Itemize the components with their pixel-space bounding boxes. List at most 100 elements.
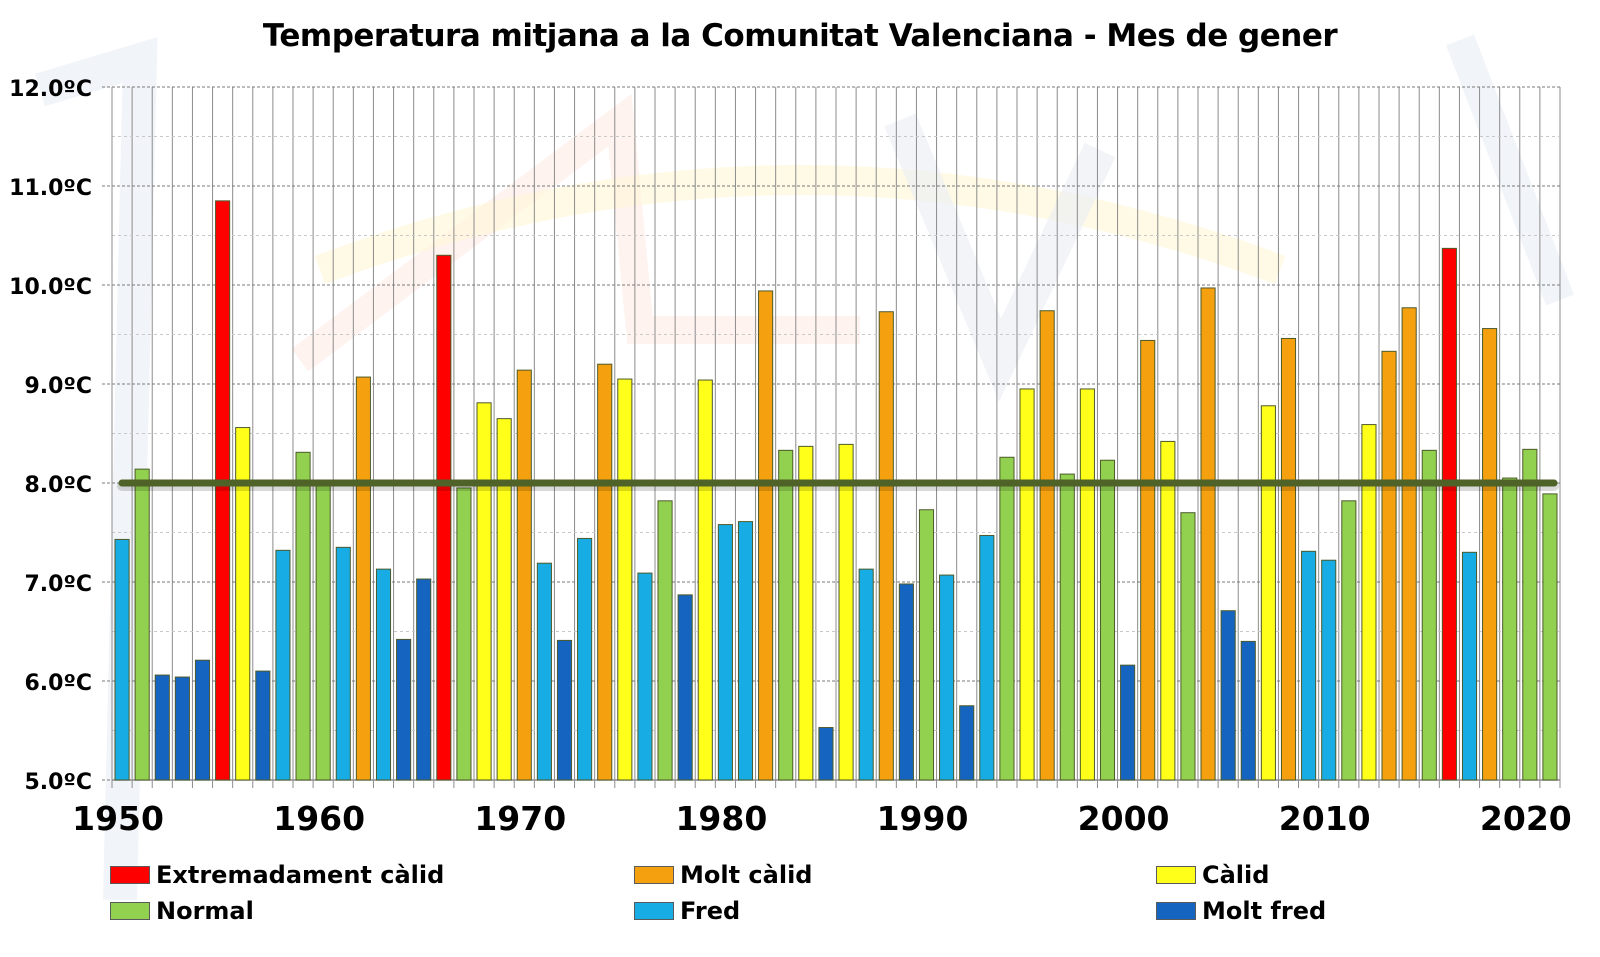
bar-1995 xyxy=(1019,388,1035,781)
reference-line-group xyxy=(117,479,1559,491)
bar-2009 xyxy=(1301,550,1317,781)
bar-1970 xyxy=(516,369,532,781)
bar-2001 xyxy=(1140,339,1156,781)
bar-2016 xyxy=(1441,247,1457,781)
legend-swatch-light-blue xyxy=(634,902,674,920)
bar-1981 xyxy=(737,521,754,781)
bar-2014 xyxy=(1401,307,1417,781)
legend-swatch-green xyxy=(110,902,150,920)
bar-1973 xyxy=(577,537,593,781)
bar-1952 xyxy=(154,674,170,781)
bar-1986 xyxy=(838,443,854,781)
bar-1963 xyxy=(375,568,392,781)
y-axis: 5.0ºC 6.0ºC 7.0ºC 8.0ºC 9.0ºC 10.0ºC 11.0ºC 12.… xyxy=(9,77,92,795)
bar-2017 xyxy=(1461,551,1478,781)
bar-1956 xyxy=(235,427,251,781)
x-tick-label: 2020 xyxy=(1480,799,1572,838)
bar-2019 xyxy=(1502,477,1518,781)
legend-item-normal: Normal xyxy=(110,896,254,926)
bar-2018 xyxy=(1482,328,1498,781)
legend-label: Molt càlid xyxy=(680,861,813,889)
bar-1969 xyxy=(496,418,512,781)
x-tick-label: 2000 xyxy=(1078,799,1170,838)
bar-1954 xyxy=(194,659,211,781)
bar-1992 xyxy=(959,705,975,781)
bar-1988 xyxy=(878,311,894,781)
bar-2010 xyxy=(1321,559,1337,781)
bar-1979 xyxy=(697,379,713,781)
bar-1950 xyxy=(114,538,130,781)
bar-1965 xyxy=(416,578,432,781)
legend-item-molt-fred: Molt fred xyxy=(1156,896,1326,926)
bar-1971 xyxy=(536,562,552,781)
y-tick-label: 11.0ºC xyxy=(9,176,92,201)
bar-2004 xyxy=(1200,287,1216,781)
bar-1957 xyxy=(255,670,271,781)
bar-2000 xyxy=(1120,664,1136,781)
bar-2008 xyxy=(1280,337,1297,781)
legend-label: Extremadament càlid xyxy=(156,861,445,889)
bar-1959 xyxy=(295,451,311,781)
legend-swatch-red xyxy=(110,866,150,884)
y-tick-label: 8.0ºC xyxy=(24,473,92,498)
legend-label: Fred xyxy=(680,897,741,925)
bar-2005 xyxy=(1220,610,1236,781)
y-tick-label: 7.0ºC xyxy=(24,572,92,597)
bar-1978 xyxy=(677,594,693,781)
legend-item-molt-calid: Molt càlid xyxy=(634,860,812,890)
bar-1987 xyxy=(858,568,874,781)
bar-1977 xyxy=(657,500,673,781)
bar-1968 xyxy=(476,402,492,781)
legend-swatch-orange xyxy=(634,866,674,884)
bar-1960 xyxy=(315,480,331,781)
x-tick-label: 2010 xyxy=(1279,799,1371,838)
bar-1980 xyxy=(717,524,733,781)
bar-2002 xyxy=(1160,440,1176,781)
bar-2012 xyxy=(1361,424,1377,781)
bar-1996 xyxy=(1039,310,1055,781)
y-tick-label: 9.0ºC xyxy=(24,374,92,399)
x-tick-label: 1970 xyxy=(474,799,566,838)
legend-label: Càlid xyxy=(1202,861,1270,889)
bar-1976 xyxy=(637,572,653,781)
bar-1985 xyxy=(818,727,834,781)
bar-2007 xyxy=(1260,405,1276,781)
bar-1982 xyxy=(758,290,774,781)
bar-1989 xyxy=(898,583,914,781)
y-tick-label: 10.0ºC xyxy=(9,275,92,300)
grid xyxy=(102,86,1561,781)
bar-1994 xyxy=(999,456,1015,781)
chart-title: Temperatura mitjana a la Comunitat Valen… xyxy=(262,18,1338,54)
bar-1962 xyxy=(355,376,371,781)
bar-2015 xyxy=(1421,449,1437,781)
legend-item-calid: Càlid xyxy=(1156,860,1269,890)
x-tick-label: 1980 xyxy=(675,799,767,838)
bar-1999 xyxy=(1099,459,1116,781)
legend-label: Molt fred xyxy=(1202,897,1327,925)
bar-2013 xyxy=(1381,350,1397,781)
bar-1993 xyxy=(979,534,995,781)
bar-1991 xyxy=(939,574,955,781)
x-axis: 1950 1960 1970 1980 1990 2000 2010 2020 xyxy=(72,780,1572,838)
bar-2003 xyxy=(1180,512,1196,781)
bar-1972 xyxy=(556,639,573,781)
y-tick-label: 5.0ºC xyxy=(24,770,92,795)
legend-swatch-dark-blue xyxy=(1156,902,1196,920)
bars xyxy=(114,200,1558,781)
bar-2011 xyxy=(1341,500,1357,781)
x-tick-label: 1960 xyxy=(273,799,365,838)
bar-1997 xyxy=(1059,473,1075,781)
bar-2021 xyxy=(1542,493,1558,781)
y-tick-label: 6.0ºC xyxy=(24,671,92,696)
x-tick-label: 1950 xyxy=(72,799,164,838)
x-tick-label: 1990 xyxy=(877,799,969,838)
bar-1966 xyxy=(436,254,452,781)
bar-1961 xyxy=(335,546,351,781)
bar-1975 xyxy=(617,378,633,781)
legend-item-fred: Fred xyxy=(634,896,740,926)
bar-1984 xyxy=(798,445,814,781)
bar-1953 xyxy=(174,676,190,781)
bar-2020 xyxy=(1522,448,1538,781)
bar-1983 xyxy=(778,449,794,781)
